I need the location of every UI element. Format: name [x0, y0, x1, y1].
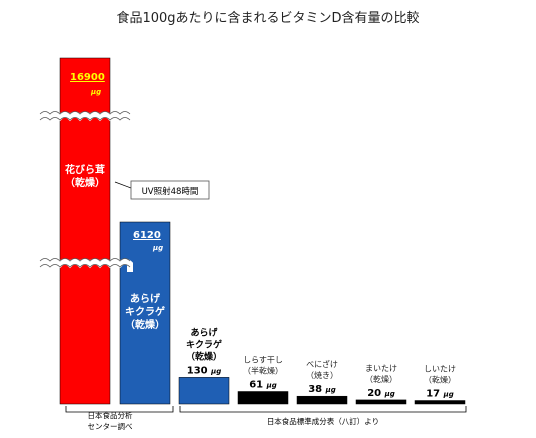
category-label-4-line-2: （半乾燥）	[243, 365, 283, 375]
unit-label-2: μg	[152, 244, 163, 252]
source-left-line-1: 日本食品分析	[88, 410, 133, 420]
source-right-text: 日本食品標準成分表（八訂）より	[267, 416, 379, 426]
category-label-7-line-2: （乾燥）	[424, 375, 456, 385]
axis-break-mask-2	[37, 258, 133, 272]
source-left-line-2: センター調べ	[88, 421, 133, 431]
source-bracket-left	[65, 406, 174, 413]
category-label-5-line-2: （焼き）	[306, 371, 338, 380]
callout-leader-line	[114, 181, 132, 189]
category-label-2-line-2: キクラゲ	[125, 305, 165, 318]
axis-break-mask-1	[37, 111, 133, 125]
category-label-3-line-2: キクラゲ	[186, 338, 222, 350]
category-label-7-line-1: しいたけ	[424, 365, 456, 374]
bar-1	[59, 57, 111, 405]
axis-break-line-1a	[39, 111, 131, 115]
callout-box	[130, 180, 210, 200]
labels-group: 16900 μg 6120 μg 130 μg 61 μg 38 μg 20 μg 17 μg 花…	[65, 72, 456, 400]
axis-break-group	[37, 111, 133, 272]
value-label-2: 6120	[133, 230, 161, 241]
bar-5	[296, 395, 348, 405]
category-label-1-line-2: （乾燥）	[65, 176, 105, 189]
bar-3	[178, 377, 230, 405]
category-label-1-line-1: 花びら茸	[65, 163, 105, 176]
axis-break-line-1b	[39, 117, 131, 121]
category-label-6-line-1: まいたけ	[365, 364, 397, 373]
value-label-1: 16900	[70, 72, 105, 83]
category-label-2-line-3: （乾燥）	[125, 318, 165, 331]
category-label-2-line-1: あらげ	[130, 292, 161, 305]
category-label-6-line-2: （乾燥）	[365, 374, 397, 384]
category-label-4-line-1: しらす干し	[243, 355, 283, 364]
axis-break-line-2b	[39, 264, 131, 268]
callout-text: UV照射48時間	[142, 186, 199, 197]
category-label-5-line-1: べにざけ	[306, 359, 338, 369]
value-label-6: 20 μg	[367, 388, 395, 399]
value-label-4: 61 μg	[249, 379, 277, 390]
source-bracket-right	[179, 406, 467, 413]
chart-title: 食品100gあたりに含まれるビタミンD含有量の比較	[116, 10, 419, 26]
category-label-3-line-3: （乾燥）	[186, 350, 222, 362]
value-label-7: 17 μg	[426, 389, 454, 400]
bar-2	[119, 221, 171, 405]
axis-break-line-2a	[39, 258, 131, 262]
bar-4	[237, 391, 289, 405]
bar-6	[355, 399, 407, 405]
bar-7	[414, 400, 466, 405]
bars-group	[59, 57, 466, 405]
value-label-5: 38 μg	[308, 384, 336, 395]
unit-label-1: μg	[90, 88, 101, 96]
value-label-3: 130 μg	[187, 365, 222, 376]
category-label-3-line-1: あらげ	[190, 326, 218, 338]
